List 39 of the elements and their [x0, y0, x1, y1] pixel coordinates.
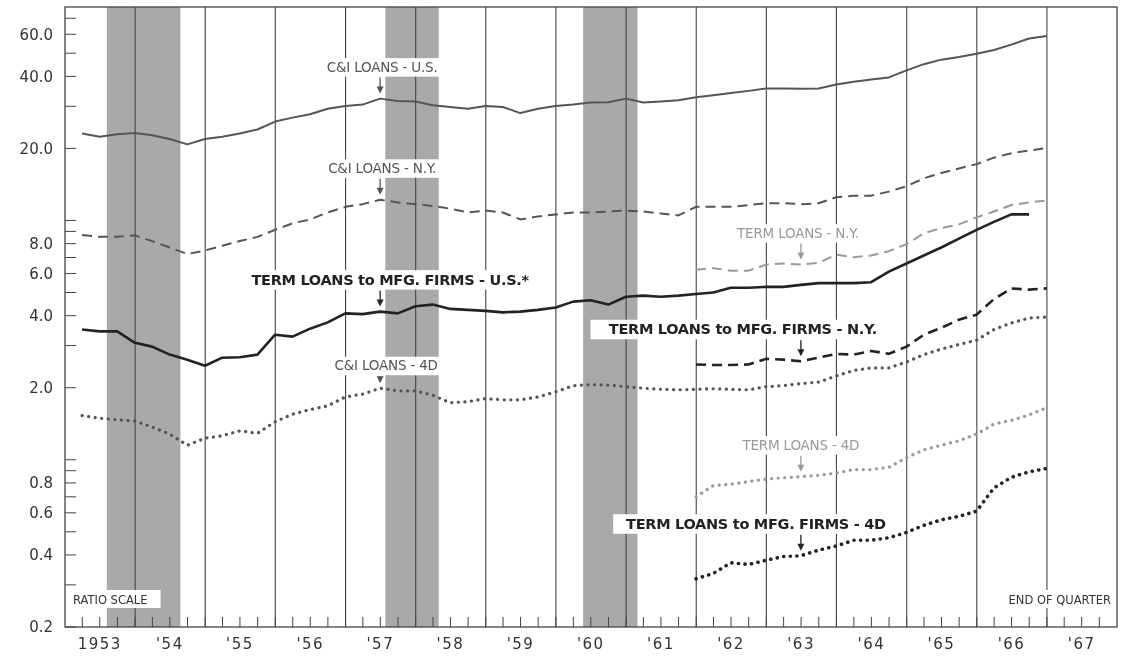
y-tick-label: 20.0 — [19, 139, 53, 158]
line-series — [81, 35, 1048, 146]
line-series — [80, 213, 1031, 368]
line-series — [695, 199, 1048, 272]
y-tick-label: 6.0 — [29, 264, 53, 283]
x-tick-label: '60 — [576, 635, 605, 653]
y-tick-label: 2.0 — [29, 378, 53, 397]
x-tick-label: '65 — [927, 635, 956, 653]
series-label: TERM LOANS to MFG. FIRMS - 4D — [626, 515, 886, 532]
y-tick-label: 0.8 — [29, 474, 53, 493]
y-tick-label: 40.0 — [19, 67, 53, 86]
x-tick-label: '56 — [296, 635, 325, 653]
x-tick-label: '62 — [717, 635, 745, 653]
y-tick-label: 4.0 — [29, 306, 53, 325]
x-tick-label: '63 — [787, 635, 815, 653]
series-label: TERM LOANS to MFG. FIRMS - U.S.* — [251, 271, 530, 288]
text: C&I LOANS - U.S. — [326, 58, 438, 75]
series-label: TERM LOANS - 4D — [741, 436, 860, 453]
y-tick-label: 8.0 — [29, 234, 53, 253]
x-tick-label: '57 — [366, 635, 395, 653]
annotation: END OF QUARTER — [1008, 593, 1111, 607]
y-tick-label: 0.4 — [29, 546, 53, 565]
annotation: RATIO SCALE — [73, 593, 148, 607]
x-tick-label: '59 — [506, 635, 535, 653]
x-tick-label: '58 — [436, 635, 465, 653]
x-tick-label: 1953 — [77, 635, 122, 653]
x-tick-label: '55 — [226, 635, 254, 653]
y-tick-label: 0.6 — [29, 504, 53, 523]
x-tick-label: '67 — [1067, 635, 1096, 653]
series-label: TERM LOANS - N.Y. — [736, 224, 859, 241]
series-label: C&I LOANS - 4D — [334, 357, 438, 374]
x-tick-label: '64 — [857, 635, 886, 653]
x-tick-label: '54 — [155, 635, 184, 653]
text: C&I LOANS - N.Y. — [328, 159, 437, 176]
series-label: TERM LOANS to MFG. FIRMS - N.Y. — [608, 321, 877, 338]
x-tick-label: '61 — [647, 635, 675, 653]
x-tick-label: '66 — [997, 635, 1026, 653]
y-tick-label: 60.0 — [19, 25, 53, 44]
y-tick-label: 0.2 — [29, 618, 53, 637]
